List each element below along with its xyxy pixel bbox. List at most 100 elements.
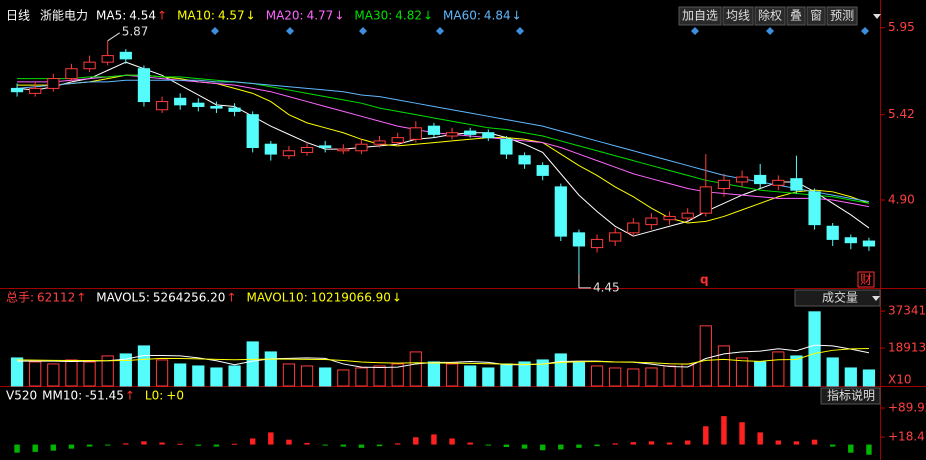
volume-bar xyxy=(29,361,42,387)
candle-body xyxy=(373,140,386,145)
toolbar-button-bg[interactable] xyxy=(722,6,754,26)
event-marker-box[interactable] xyxy=(857,271,875,288)
volume-bar xyxy=(699,325,712,387)
volume-bar xyxy=(65,359,78,387)
menu-arrow[interactable] xyxy=(873,14,881,19)
candle-body xyxy=(355,143,368,152)
toolbar-button-bg[interactable] xyxy=(826,6,858,26)
volume-bar xyxy=(844,367,857,387)
legend-value: -51.45 xyxy=(85,389,124,403)
toolbar-button[interactable]: 窗 xyxy=(810,9,822,23)
indicator-bar xyxy=(630,442,637,445)
candle-body xyxy=(10,87,24,93)
legend-name: 总手: xyxy=(6,291,34,305)
indicator-bar xyxy=(104,444,111,446)
legend-name: MA20: xyxy=(266,9,304,23)
y-tick-label: 4.90 xyxy=(888,193,915,207)
indicator-selector-bg[interactable] xyxy=(794,289,881,307)
legend-trend: ↑ xyxy=(226,291,236,305)
volume-bar xyxy=(246,341,259,387)
help-button-bg[interactable] xyxy=(820,387,881,405)
legend-trend: ↓ xyxy=(392,291,402,305)
toolbar-button[interactable]: 除权 xyxy=(758,8,782,23)
event-marker[interactable]: q xyxy=(700,273,709,287)
legend-value: 4.77 xyxy=(307,9,334,23)
indicator-selector[interactable]: 成交量 xyxy=(822,290,858,305)
candle-body xyxy=(645,217,658,226)
volume-bar xyxy=(735,357,749,387)
legend-value: 10219066.90 xyxy=(311,291,391,305)
info-diamond[interactable] xyxy=(691,27,699,35)
indicator-bar xyxy=(86,444,93,447)
toolbar-button[interactable]: 均线 xyxy=(726,9,750,23)
candle-body xyxy=(862,240,876,247)
event-marker[interactable]: 财 xyxy=(860,273,872,287)
volume-bar xyxy=(409,351,422,387)
info-diamond[interactable] xyxy=(286,27,294,35)
ma-line xyxy=(17,79,870,203)
volume-bar xyxy=(355,367,368,387)
candle-body xyxy=(409,127,422,140)
candle-body xyxy=(554,186,567,237)
candle-body xyxy=(83,61,96,70)
indicator-bar xyxy=(648,441,655,445)
indicator-bar xyxy=(739,422,745,445)
toolbar-button-bg[interactable] xyxy=(678,6,722,26)
candle-body xyxy=(482,132,495,139)
volume-bar xyxy=(572,361,586,387)
volume-bar xyxy=(228,365,241,387)
toolbar-button-bg[interactable] xyxy=(754,6,786,26)
y-tick-label: 5.95 xyxy=(888,20,915,34)
indicator-bar xyxy=(757,432,763,445)
volume-bar xyxy=(790,355,803,387)
info-diamond[interactable] xyxy=(359,27,367,35)
volume-bar xyxy=(101,355,114,387)
volume-bar xyxy=(663,365,676,387)
volume-bar xyxy=(337,369,350,387)
legend-trend: ↓ xyxy=(246,9,256,23)
toolbar-button[interactable]: 叠 xyxy=(790,9,802,23)
candle-body xyxy=(300,147,314,153)
info-diamond[interactable] xyxy=(861,27,869,35)
candle-body xyxy=(735,176,749,183)
volume-bar xyxy=(500,363,513,387)
volume-bar xyxy=(590,365,604,387)
info-diamond[interactable] xyxy=(516,27,524,35)
candle-body xyxy=(65,68,78,80)
indicator-bar xyxy=(721,416,727,445)
indicator-bar xyxy=(866,444,872,455)
indicator-bar xyxy=(684,440,691,445)
y-tick-label: +18.47 xyxy=(888,430,926,444)
indicator-bar xyxy=(594,444,600,447)
help-button[interactable]: 指标说明 xyxy=(827,388,875,403)
volume-bar xyxy=(119,353,132,387)
selector-arrow[interactable] xyxy=(872,296,880,301)
candle-body xyxy=(47,78,60,89)
candle-body xyxy=(445,132,459,137)
volume-bar xyxy=(47,363,60,387)
info-diamond[interactable] xyxy=(211,27,219,35)
indicator-bar xyxy=(231,443,238,445)
candle-body xyxy=(790,178,803,191)
legend-name: MAVOL5: xyxy=(96,291,150,305)
toolbar-button-bg[interactable] xyxy=(806,6,826,26)
candle-body xyxy=(264,143,277,155)
low-label: 4.45 xyxy=(593,280,620,294)
candle-body xyxy=(627,222,640,234)
candle-body xyxy=(844,237,857,244)
stock-name: 浙能电力 xyxy=(40,9,88,23)
info-diamond[interactable] xyxy=(766,27,774,35)
volume-bar xyxy=(772,351,785,387)
volume-bar xyxy=(264,351,277,387)
volume-bar xyxy=(464,365,477,387)
candle-body xyxy=(282,150,296,157)
candle-body xyxy=(337,148,350,152)
info-diamond[interactable] xyxy=(436,27,444,35)
toolbar-button[interactable]: 预测 xyxy=(830,9,854,23)
volume-bar xyxy=(717,345,731,387)
toolbar-button[interactable]: 加自选 xyxy=(682,9,718,23)
volume-bar xyxy=(826,357,839,387)
toolbar-button-bg[interactable] xyxy=(786,6,806,26)
indicator-bar xyxy=(848,444,854,453)
